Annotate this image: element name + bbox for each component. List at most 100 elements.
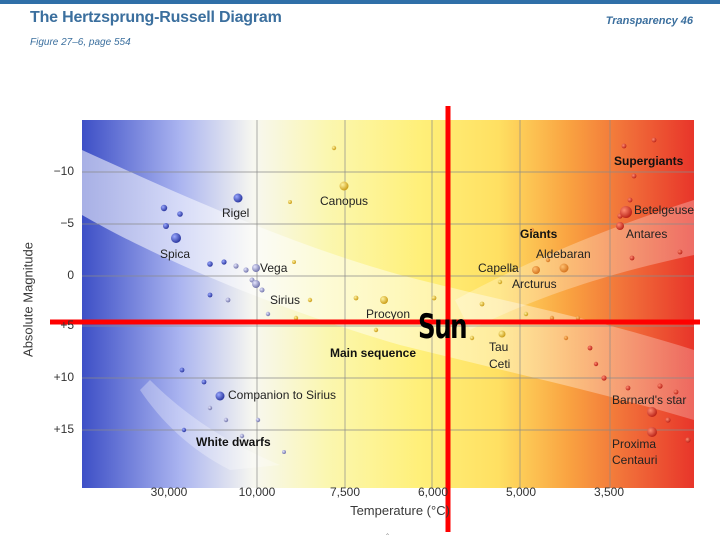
star-dot <box>373 327 379 333</box>
y-tick-m10: −10 <box>53 164 74 178</box>
y-tick-0: 0 <box>67 268 74 282</box>
star-dot <box>179 367 185 373</box>
star-dot <box>529 227 535 233</box>
star-dot <box>469 335 475 341</box>
label-spica: Spica <box>160 247 190 261</box>
star-canopus <box>339 181 349 191</box>
label-procyon: Procyon <box>366 307 410 321</box>
star-dot <box>292 260 296 264</box>
star-dot <box>673 389 679 395</box>
star-dot <box>293 315 299 321</box>
star-dot <box>233 263 239 269</box>
label-canopus: Canopus <box>320 194 368 208</box>
star-dot <box>225 297 231 303</box>
star-dot <box>207 405 213 411</box>
white-dwarf-band <box>140 380 280 470</box>
star-dot <box>160 204 168 212</box>
star-dot <box>255 417 261 423</box>
label-tau: Tau <box>489 340 508 354</box>
star-dot <box>563 335 569 341</box>
star-dot <box>665 417 671 423</box>
star-dot <box>523 311 529 317</box>
star-dot <box>601 375 607 381</box>
star-dot <box>288 200 292 204</box>
label-aldebaran: Aldebaran <box>536 247 591 261</box>
label-proxima: Proxima <box>612 437 656 451</box>
giant-branch-band <box>455 200 694 330</box>
star-dot <box>651 137 657 143</box>
x-tick-10000: 10,000 <box>238 485 276 499</box>
label-ceti: Ceti <box>489 357 510 371</box>
region-giants: Giants <box>520 227 558 241</box>
star-sirius <box>252 280 260 288</box>
star-dot <box>221 259 227 265</box>
star-betelgeuse <box>620 206 632 218</box>
x-tick-5000: 5,000 <box>505 485 537 499</box>
label-arcturus: Arcturus <box>512 277 557 291</box>
cursor-mark: ‸ <box>386 526 390 536</box>
page-title: The Hertzsprung-Russell Diagram <box>30 9 282 26</box>
star-dot <box>239 433 245 439</box>
region-supergiants: Supergiants <box>614 154 684 168</box>
y-axis-label: Absolute Magnitude <box>20 242 36 357</box>
star-aldebaran <box>559 263 569 273</box>
star-proxima-centauri <box>647 427 657 437</box>
region-white-dwarfs: White dwarfs <box>196 435 271 449</box>
star-dot <box>549 315 555 321</box>
star-dot <box>677 249 683 255</box>
star-capella <box>508 264 516 272</box>
star-dot <box>207 261 213 267</box>
background-stars <box>160 137 691 454</box>
star-dot <box>265 311 271 317</box>
star-companion-to-sirius <box>215 391 225 401</box>
star-dot <box>307 297 313 303</box>
top-rule <box>0 0 720 4</box>
star-rigel <box>233 193 243 203</box>
y-tick-p10: +10 <box>53 370 74 384</box>
label-capella: Capella <box>478 261 519 275</box>
named-stars <box>171 181 657 437</box>
star-dot <box>497 279 503 285</box>
star-dot <box>207 292 213 298</box>
star-dot <box>431 295 437 301</box>
star-dot <box>259 287 265 293</box>
star-dot <box>181 427 187 433</box>
star-dot <box>657 383 663 389</box>
sun-label: Sun <box>418 307 468 347</box>
star-dot <box>627 197 633 203</box>
star-dot <box>177 211 183 217</box>
label-vega: Vega <box>260 261 288 275</box>
region-main-sequence: Main sequence <box>330 346 416 360</box>
x-tick-3500: 3,500 <box>593 485 625 499</box>
x-tick-7500: 7,500 <box>329 485 361 499</box>
star-dot <box>282 450 286 454</box>
star-dot <box>575 315 581 321</box>
star-dot <box>685 437 691 443</box>
label-barnards-star: Barnard's star <box>612 393 686 407</box>
star-barnards <box>647 407 657 417</box>
star-dot <box>479 301 485 307</box>
star-dot <box>545 257 551 263</box>
label-antares: Antares <box>626 227 667 241</box>
star-dot <box>331 145 337 151</box>
star-dot <box>625 385 631 391</box>
sun-crosshair <box>50 106 700 532</box>
label-companion-to-sirius: Companion to Sirius <box>228 388 336 402</box>
y-tick-m5: −5 <box>60 216 74 230</box>
star-procyon <box>380 296 388 304</box>
transparency-label: Transparency 46 <box>605 15 693 27</box>
star-dot <box>631 173 637 179</box>
star-dot <box>621 143 627 149</box>
star-tau-ceti <box>498 330 506 338</box>
star-dot <box>201 379 207 385</box>
label-sirius: Sirius <box>270 293 300 307</box>
star-dot <box>163 223 169 229</box>
star-dot <box>243 267 249 273</box>
star-antares <box>616 222 624 230</box>
star-arcturus <box>532 266 540 274</box>
star-dot <box>593 361 599 367</box>
x-axis-label: Temperature (°C) <box>350 503 450 518</box>
star-dot <box>223 417 229 423</box>
